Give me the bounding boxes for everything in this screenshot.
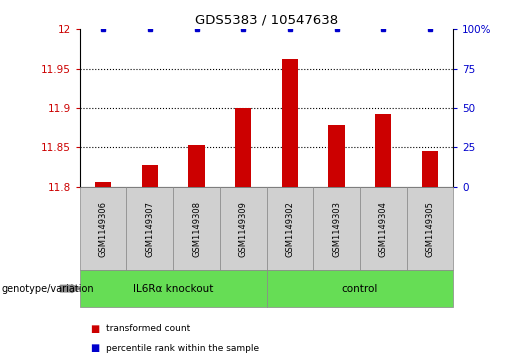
Title: GDS5383 / 10547638: GDS5383 / 10547638 xyxy=(195,13,338,26)
Text: ■: ■ xyxy=(90,323,99,334)
Bar xyxy=(95,182,111,187)
Bar xyxy=(329,125,345,187)
Text: genotype/variation: genotype/variation xyxy=(1,284,94,294)
Bar xyxy=(142,165,158,187)
Text: GSM1149302: GSM1149302 xyxy=(285,201,295,257)
Text: GSM1149306: GSM1149306 xyxy=(99,201,108,257)
Text: control: control xyxy=(341,284,378,294)
Text: percentile rank within the sample: percentile rank within the sample xyxy=(106,344,259,353)
Text: GSM1149308: GSM1149308 xyxy=(192,201,201,257)
Bar xyxy=(188,145,204,187)
Text: GSM1149307: GSM1149307 xyxy=(145,201,154,257)
Bar xyxy=(422,151,438,187)
Text: transformed count: transformed count xyxy=(106,324,190,333)
Text: GSM1149309: GSM1149309 xyxy=(238,201,248,257)
Text: ■: ■ xyxy=(90,343,99,354)
Bar xyxy=(235,108,251,187)
Text: GSM1149303: GSM1149303 xyxy=(332,201,341,257)
Text: GSM1149305: GSM1149305 xyxy=(425,201,434,257)
Bar xyxy=(282,59,298,187)
Text: GSM1149304: GSM1149304 xyxy=(379,201,388,257)
Bar xyxy=(375,114,391,187)
Text: IL6Rα knockout: IL6Rα knockout xyxy=(133,284,213,294)
